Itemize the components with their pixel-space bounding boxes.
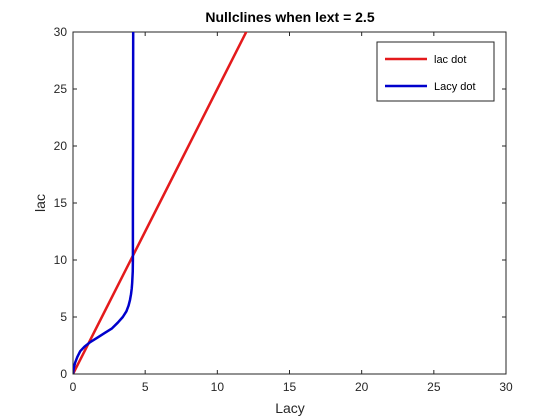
- chart-title: Nullclines when lext = 2.5: [205, 9, 374, 25]
- y-tick-label: 5: [60, 310, 67, 324]
- series-line-1: [73, 32, 135, 374]
- x-tick-label: 15: [283, 380, 297, 394]
- x-tick-label: 5: [142, 380, 149, 394]
- y-tick-label: 15: [54, 196, 68, 210]
- x-tick-label: 20: [355, 380, 369, 394]
- x-tick-label: 30: [499, 380, 513, 394]
- x-tick-label: 10: [211, 380, 225, 394]
- y-axis: 0 5 10 15 20 25 30: [54, 25, 506, 381]
- x-axis: 0 5 10 15 20 25 30: [70, 32, 513, 394]
- series-line-0: [73, 32, 248, 374]
- legend: lac dot Lacy dot: [376, 41, 495, 102]
- y-tick-label: 10: [54, 253, 68, 267]
- legend-box: [376, 41, 495, 102]
- legend-label-1: Lacy dot: [434, 81, 476, 93]
- y-tick-label: 0: [60, 367, 67, 381]
- x-tick-label: 0: [70, 380, 77, 394]
- y-tick-label: 20: [54, 139, 68, 153]
- y-axis-label: lac: [32, 194, 48, 212]
- y-tick-label: 30: [54, 25, 68, 39]
- x-axis-label: Lacy: [275, 400, 305, 416]
- legend-label-0: lac dot: [434, 54, 466, 66]
- y-tick-label: 25: [54, 82, 68, 96]
- x-tick-label: 25: [427, 380, 441, 394]
